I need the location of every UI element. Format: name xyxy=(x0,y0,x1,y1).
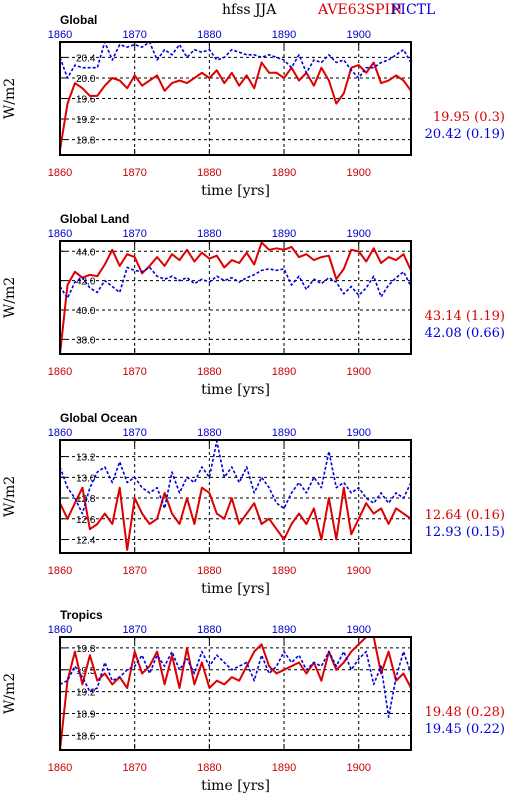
panel-title: Global Ocean xyxy=(60,411,137,425)
legend-label-blue: PICTL xyxy=(391,2,435,18)
series-line-red xyxy=(59,61,412,151)
bottom-tick-label: 1880 xyxy=(197,762,221,774)
panel-2: Global Ocean 1860 1870 1880 1890 1900 12.4 12.6… xyxy=(2,411,505,597)
bottom-tick-label: 1860 xyxy=(48,762,72,774)
x-axis-label: time [yrs] xyxy=(201,382,270,398)
bottom-tick-label: 1870 xyxy=(122,762,146,774)
bottom-tick-label: 1860 xyxy=(48,366,72,378)
y-axis-label: W/m2 xyxy=(2,673,18,714)
top-tick-label: 1870 xyxy=(122,29,146,41)
y-tick-label: 18.8 xyxy=(76,136,96,147)
top-tick-label: 1880 xyxy=(197,624,221,636)
panel-title: Global Land xyxy=(60,212,129,226)
top-tick-label: 1900 xyxy=(346,427,370,439)
y-tick-label: 13.0 xyxy=(76,473,96,484)
bottom-tick-label: 1890 xyxy=(272,565,296,577)
series-stat-blue: 12.93 (0.15) xyxy=(425,525,505,540)
top-tick-label: 1890 xyxy=(272,624,296,636)
top-tick-label: 1890 xyxy=(272,29,296,41)
top-tick-label: 1870 xyxy=(122,427,146,439)
top-tick-label: 1860 xyxy=(48,228,72,240)
plot-frame xyxy=(59,636,412,751)
y-tick-label: 19.6 xyxy=(76,95,96,106)
top-tick-label: 1900 xyxy=(346,624,370,636)
figure-title: hfss JJA xyxy=(222,2,277,18)
top-tick-label: 1890 xyxy=(272,228,296,240)
bottom-tick-label: 1870 xyxy=(122,167,146,179)
y-axis-label: W/m2 xyxy=(2,476,18,517)
y-tick-label: 13.2 xyxy=(76,453,96,464)
x-axis-label: time [yrs] xyxy=(201,778,270,794)
y-tick-label: 12.4 xyxy=(76,536,96,547)
bottom-tick-label: 1890 xyxy=(272,366,296,378)
plot-frame xyxy=(59,439,412,554)
panel-3: Tropics 1860 1870 1880 1890 1900 18.6 18.9 19.2 1… xyxy=(2,608,505,794)
series-line-blue xyxy=(59,266,412,300)
top-tick-label: 1880 xyxy=(197,228,221,240)
bottom-tick-label: 1890 xyxy=(272,762,296,774)
legend-label-red: AVE63SPIN xyxy=(317,2,402,18)
series-line-blue xyxy=(59,41,412,79)
plot-frame xyxy=(59,41,412,156)
bottom-tick-label: 1880 xyxy=(197,167,221,179)
series-line-red xyxy=(59,486,412,551)
bottom-tick-label: 1890 xyxy=(272,167,296,179)
bottom-tick-label: 1870 xyxy=(122,565,146,577)
series-line-blue xyxy=(59,650,412,719)
x-axis-label: time [yrs] xyxy=(201,183,270,199)
panel-0: Global 1860 1870 1880 1890 1900 18.8 19.2 19.6 20… xyxy=(2,13,505,199)
series-stat-blue: 20.42 (0.19) xyxy=(425,127,505,142)
series-stat-red: 19.48 (0.28) xyxy=(425,705,505,720)
series-line-red xyxy=(59,241,412,355)
bottom-tick-label: 1880 xyxy=(197,366,221,378)
bottom-tick-label: 1880 xyxy=(197,565,221,577)
top-tick-label: 1870 xyxy=(122,624,146,636)
top-tick-label: 1900 xyxy=(346,29,370,41)
panel-title: Global xyxy=(60,13,97,27)
bottom-tick-label: 1870 xyxy=(122,366,146,378)
y-tick-label: 18.6 xyxy=(76,731,96,742)
y-tick-label: 38.0 xyxy=(76,335,96,346)
bottom-tick-label: 1900 xyxy=(346,565,370,577)
top-tick-label: 1880 xyxy=(197,427,221,439)
bottom-tick-label: 1900 xyxy=(346,167,370,179)
bottom-tick-label: 1860 xyxy=(48,565,72,577)
series-stat-red: 19.95 (0.3) xyxy=(433,110,505,125)
top-tick-label: 1860 xyxy=(48,624,72,636)
series-stat-red: 12.64 (0.16) xyxy=(425,508,505,523)
bottom-tick-label: 1900 xyxy=(346,762,370,774)
series-stat-red: 43.14 (1.19) xyxy=(425,309,505,324)
y-tick-label: 40.0 xyxy=(76,306,96,317)
y-tick-label: 12.6 xyxy=(76,515,96,526)
y-axis-label: W/m2 xyxy=(2,78,18,119)
y-tick-label: 20.4 xyxy=(76,53,96,64)
y-tick-label: 19.2 xyxy=(76,688,96,699)
top-tick-label: 1860 xyxy=(48,29,72,41)
y-tick-label: 19.2 xyxy=(76,115,96,126)
top-tick-label: 1890 xyxy=(272,427,296,439)
top-tick-label: 1900 xyxy=(346,228,370,240)
y-tick-label: 18.9 xyxy=(76,710,96,721)
y-axis-label: W/m2 xyxy=(2,277,18,318)
panels-group: Global 1860 1870 1880 1890 1900 18.8 19.2 19.6 20… xyxy=(2,13,505,794)
bottom-tick-label: 1860 xyxy=(48,167,72,179)
y-tick-label: 44.0 xyxy=(76,247,96,258)
y-tick-label: 20.0 xyxy=(76,74,96,85)
panel-title: Tropics xyxy=(60,608,103,622)
y-tick-label: 19.8 xyxy=(76,644,96,655)
top-tick-label: 1860 xyxy=(48,427,72,439)
bottom-tick-label: 1900 xyxy=(346,366,370,378)
plot-frame xyxy=(59,240,412,355)
series-stat-blue: 19.45 (0.22) xyxy=(425,722,505,737)
x-axis-label: time [yrs] xyxy=(201,581,270,597)
panel-1: Global Land 1860 1870 1880 1890 1900 38.0 40.0 4… xyxy=(2,212,505,398)
series-stat-blue: 42.08 (0.66) xyxy=(425,326,505,341)
top-tick-label: 1880 xyxy=(197,29,221,41)
series-line-blue xyxy=(59,440,412,515)
top-tick-label: 1870 xyxy=(122,228,146,240)
